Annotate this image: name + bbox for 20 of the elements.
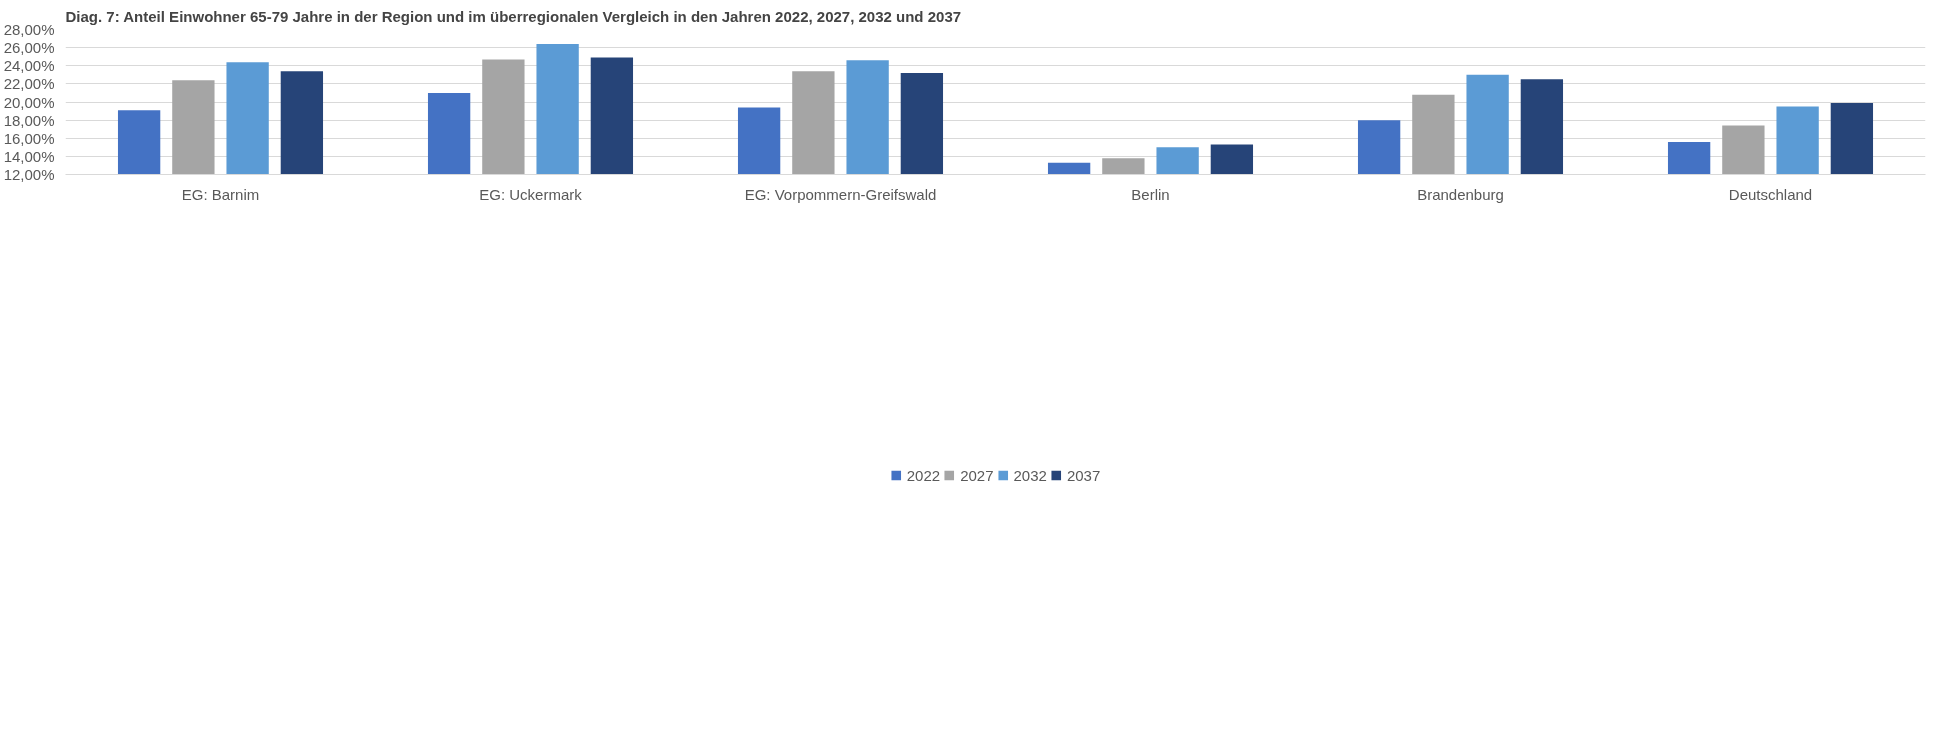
y-tick-label: 26,00% — [3, 39, 55, 57]
legend-label: 2027 — [960, 466, 994, 484]
y-tick-label: 14,00% — [3, 147, 55, 165]
x-tick-label: EG: Barnim — [181, 185, 260, 203]
legend-label: 2022 — [906, 466, 941, 484]
y-tick-label: 20,00% — [3, 93, 55, 111]
x-tick-label: EG: Uckermark — [479, 185, 583, 203]
legend-label: 2037 — [1066, 466, 1101, 484]
y-tick-label: 28,00% — [3, 21, 55, 38]
x-tick-label: Deutschland — [1728, 185, 1813, 203]
y-tick-label: 12,00% — [3, 166, 55, 183]
legend-label: 2032 — [1013, 466, 1047, 484]
y-tick-label: 18,00% — [3, 111, 55, 129]
y-tick-label: 24,00% — [3, 57, 55, 75]
x-tick-label: EG: Vorpommern-Greifswald — [744, 185, 937, 203]
y-tick-label: 16,00% — [3, 129, 55, 147]
x-tick-label: Brandenburg — [1417, 185, 1504, 203]
y-tick-label: 22,00% — [3, 75, 55, 93]
chart-title: Diag. 7: Anteil Einwohner 65-79 Jahre in der Region und im überregionalen Vergleich in den Jahren 2022, 2027, 2032 und 2037 — [65, 7, 962, 25]
x-tick-label: Berlin — [1131, 185, 1170, 203]
